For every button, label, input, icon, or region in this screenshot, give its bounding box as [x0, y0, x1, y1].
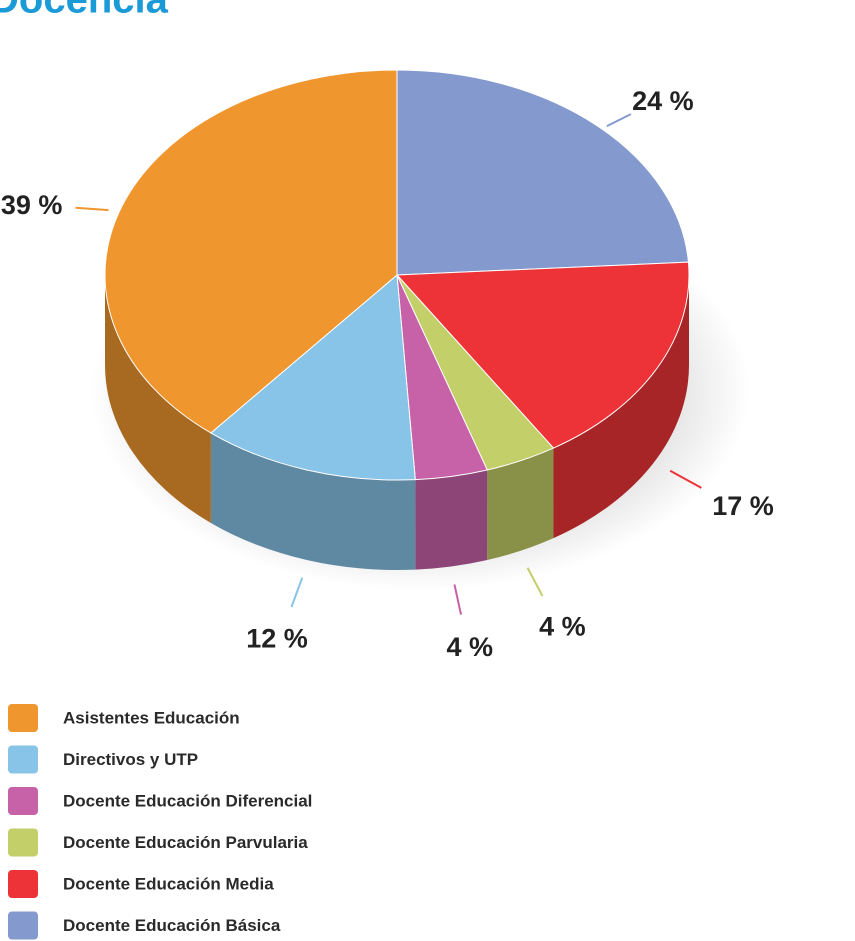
pie: 24 % 17 % 4 % 4 % 12 % 39 % [1, 69, 774, 662]
legend-swatch [8, 870, 38, 898]
slice [104, 69, 398, 434]
slice [395, 261, 690, 449]
slice-side [415, 469, 488, 570]
data-label: 4 % [539, 611, 586, 641]
legend-swatch [8, 745, 38, 774]
data-label: 17 % [712, 491, 774, 521]
legend-label: Directivos y UTP [63, 750, 198, 769]
slice-side [105, 275, 211, 523]
leader-line [669, 469, 702, 489]
legend: Asistentes Educación Directivos y UTP Doce… [8, 704, 312, 940]
legend-label: Docente Educación Básica [63, 916, 281, 935]
data-label: 12 % [246, 624, 308, 654]
slice-side [210, 432, 416, 570]
legend-label: Docente Educación Diferencial [63, 791, 312, 810]
chart-title: Docencia [0, 0, 169, 22]
data-label: 39 % [1, 190, 63, 220]
leader-line [606, 113, 632, 127]
legend-swatch [8, 828, 38, 857]
legend-swatch [8, 704, 38, 732]
legend-swatch [8, 911, 38, 940]
leader-line [526, 567, 544, 597]
data-label: 4 % [447, 632, 494, 662]
legend-label: Docente Educación Parvularia [63, 833, 308, 852]
leader-line [75, 206, 109, 212]
slice-side [487, 448, 554, 560]
leader-line [290, 577, 304, 608]
leader-line [453, 584, 462, 615]
legend-label: Asistentes Educación [63, 708, 240, 727]
legend-label: Docente Educación Media [63, 874, 274, 893]
slice [210, 273, 416, 481]
data-label: 24 % [632, 86, 694, 116]
legend-swatch [8, 787, 38, 815]
slice [396, 69, 689, 276]
